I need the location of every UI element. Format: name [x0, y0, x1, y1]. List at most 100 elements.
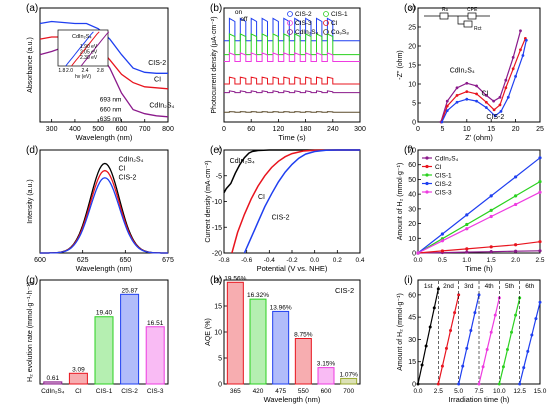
y-tick-label: -5 [216, 173, 222, 180]
x-category-label: CdIn₂S₄ [41, 388, 65, 395]
x-tick-label: 12.5 [513, 388, 526, 395]
legend-label: CIS-2 [435, 181, 452, 188]
cycle-line-2nd [437, 294, 460, 385]
h2-line-CI [417, 241, 541, 254]
pl-line-CIS-2 [40, 177, 168, 254]
x-tick-label: 700 [139, 126, 151, 133]
nyquist-point [465, 90, 469, 93]
h2-point [538, 180, 542, 184]
inset-curve [65, 31, 94, 67]
x-axis-label: Time (s) [278, 133, 306, 142]
y-axis-label: Intensity (a.u.) [27, 179, 34, 223]
nyquist-line-CdIn2S4 [440, 30, 522, 123]
photocurrent-line-Co9S8 [224, 111, 360, 113]
nyquist-point [504, 78, 508, 82]
legend-marker [287, 20, 293, 26]
x-axis-label: Wavelength (nm) [264, 395, 321, 404]
legend-marker [425, 181, 429, 186]
cycle-point [510, 330, 514, 334]
legend-label: CIS-3 [295, 20, 312, 27]
nyquist-point [493, 114, 497, 118]
cycle-point [538, 300, 542, 304]
x-category-label: CIS-3 [147, 388, 164, 395]
inset-tick-label: 2.0 [66, 68, 73, 74]
nyquist-point [506, 95, 510, 99]
x-category-label: CI [75, 388, 82, 395]
x-tick-label: 15.0 [534, 388, 547, 395]
nyquist-line-CIS-2 [441, 40, 527, 123]
nyquist-point [484, 94, 488, 97]
x-tick-label: 1.0 [462, 257, 471, 264]
x-tick-label: 300 [354, 126, 366, 133]
x-tick-label: 2.5 [434, 388, 443, 395]
legend-label: CIS-2 [295, 11, 312, 18]
x-tick-label: -0.6 [241, 257, 253, 264]
bar-value-label: 13.96% [270, 304, 292, 311]
y-tick-label: 5 [218, 356, 222, 363]
cycle-label: 4th [485, 283, 494, 290]
nyquist-point [455, 100, 459, 104]
x-axis-label: Potential (V vs. NHE) [257, 264, 328, 273]
nyquist-point [445, 109, 449, 112]
x-category-label: 550 [298, 388, 309, 395]
nyquist-point [519, 29, 522, 33]
h2-point [538, 156, 542, 160]
sample-label: CIS-2 [335, 286, 354, 295]
x-tick-label: 300 [46, 126, 58, 133]
y-tick-label: 10 [214, 330, 222, 337]
cycle-line-1st [417, 288, 439, 385]
nyquist-point [475, 92, 478, 96]
h2-line-CdIn2S4 [417, 250, 541, 254]
legend-marker [425, 156, 429, 160]
nyquist-point [521, 54, 525, 57]
bar-value-label: 16.32% [247, 292, 269, 299]
panel-tag: (f) [404, 145, 413, 156]
h2-point [514, 194, 518, 198]
panel-tag: (b) [210, 3, 222, 14]
x-tick-label: 2.0 [511, 257, 520, 264]
h2-point [514, 243, 518, 247]
aqe-bar-550 [294, 338, 312, 385]
cycle-point [514, 313, 518, 317]
nyquist-point [465, 81, 469, 85]
x-tick-label: -0.8 [218, 257, 230, 264]
inset-tick-label: 1.8 [58, 68, 65, 74]
circuit-label: CPE [467, 7, 478, 13]
x-tick-label: 0 [416, 126, 420, 133]
cycle-point [444, 346, 448, 350]
plot-frame [223, 279, 361, 385]
nyquist-point [524, 38, 528, 42]
series-label: CdIn₂S₄ [230, 158, 255, 165]
x-tick-label: 5 [440, 126, 444, 133]
legend-marker [323, 20, 329, 26]
x-tick-label: 2.5 [535, 257, 544, 264]
y-tick-label: 15 [408, 359, 416, 366]
cycle-point [526, 349, 530, 353]
bar-CIS-3 [145, 326, 165, 385]
cycle-point [461, 364, 465, 368]
y-tick-label: 0 [412, 382, 416, 389]
plot-frame [417, 149, 541, 254]
pl-line-CdIn2S4 [40, 162, 168, 254]
nyquist-point [499, 109, 503, 113]
y-tick-label: 20 [214, 278, 222, 285]
cycle-point [481, 365, 485, 369]
bar-value-label: 3.15% [317, 361, 336, 368]
cycle-point [420, 363, 424, 367]
h2-point [440, 232, 444, 236]
edge-label: 660 nm [100, 107, 122, 114]
x-tick-label: 60 [247, 126, 255, 133]
h2-point [538, 190, 542, 194]
legend-label: CIS-3 [435, 190, 452, 197]
inset-annotation: 2.05 eV [80, 50, 98, 56]
x-tick-label: 0.0 [413, 257, 422, 264]
plot-frame [223, 7, 361, 123]
inset-x-label: hv (eV) [75, 74, 91, 80]
nyquist-point [492, 108, 496, 112]
h2-point [514, 175, 518, 179]
y-tick-label: 20 [408, 221, 416, 228]
y-tick-label: 40 [408, 192, 416, 199]
x-tick-label: 20 [512, 126, 520, 133]
y-tick-label: 5 [412, 101, 416, 108]
panel-a: (a) 300 400 500 600 700 800 Wavelength (nm) Abso… [26, 3, 175, 142]
